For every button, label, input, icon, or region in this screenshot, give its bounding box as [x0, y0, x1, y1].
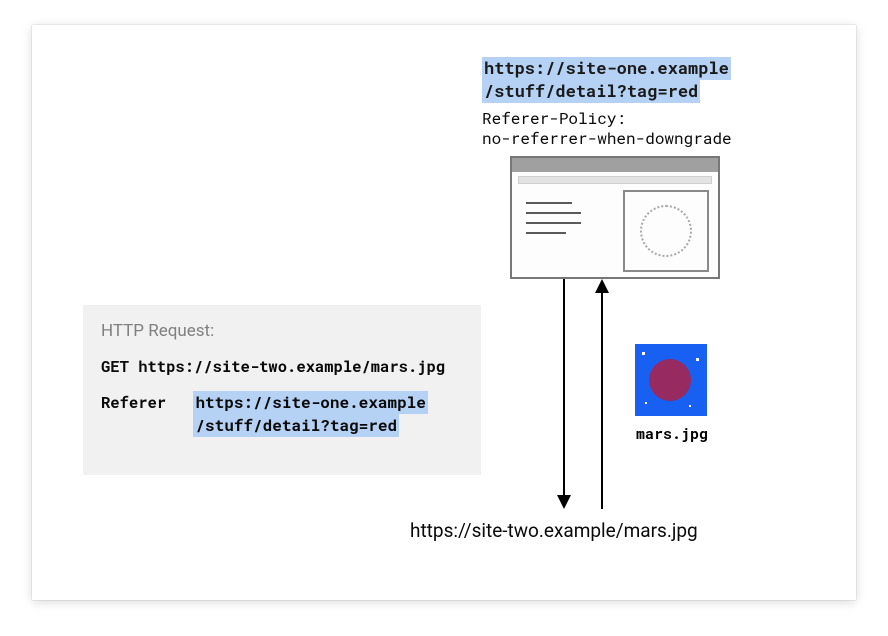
- referer-line2: /stuff/detail?tag=red: [193, 414, 399, 437]
- policy-header: Referer-Policy:: [482, 108, 626, 129]
- diagram-card: https://site-one.example /stuff/detail?t…: [32, 25, 856, 600]
- star-icon: [645, 402, 647, 404]
- referer-value: https://site-one.example /stuff/detail?t…: [193, 391, 427, 437]
- origin-url-line2: /stuff/detail?tag=red: [482, 80, 700, 103]
- dotted-circle-icon: [640, 205, 692, 257]
- policy-value: no-referrer-when-downgrade: [482, 128, 732, 149]
- response-arrow-up-icon: [601, 281, 603, 509]
- star-icon: [642, 352, 645, 355]
- star-icon: [689, 405, 691, 407]
- http-request-panel: HTTP Request: GET https://site-two.examp…: [83, 305, 481, 475]
- request-arrow-down-icon: [563, 279, 565, 507]
- referer-line1: https://site-one.example: [193, 391, 427, 414]
- origin-url: https://site-one.example /stuff/detail?t…: [482, 57, 731, 103]
- http-get-line: GET https://site-two.example/mars.jpg: [101, 357, 467, 377]
- mars-filename-label: mars.jpg: [632, 424, 712, 444]
- browser-window-icon: [510, 156, 720, 279]
- browser-titlebar: [512, 158, 718, 172]
- referer-policy: Referer-Policy: no-referrer-when-downgra…: [482, 109, 732, 149]
- referer-row: Referer https://site-one.example /stuff/…: [101, 391, 467, 437]
- page-text-lines-icon: [526, 202, 581, 242]
- mars-planet-icon: [649, 359, 691, 401]
- origin-url-line1: https://site-one.example: [482, 57, 731, 80]
- http-request-title: HTTP Request:: [101, 321, 467, 341]
- browser-urlbar: [518, 176, 712, 184]
- referer-label: Referer: [101, 393, 166, 413]
- star-icon: [696, 358, 699, 361]
- browser-body: [512, 184, 718, 275]
- destination-url: https://site-two.example/mars.jpg: [410, 519, 698, 542]
- image-placeholder: [623, 190, 709, 272]
- mars-bg: [635, 344, 707, 416]
- mars-thumbnail: [635, 344, 707, 416]
